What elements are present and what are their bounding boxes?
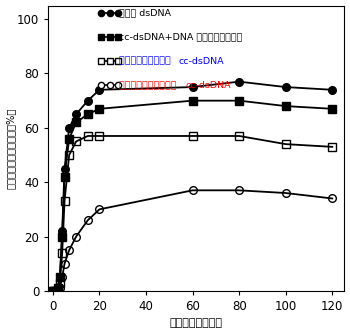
Text: cc-dsDNA+DNA トポイソメラーゼ: cc-dsDNA+DNA トポイソメラーゼ: [119, 32, 243, 41]
X-axis label: 反応時間　（分）: 反応時間 （分）: [170, 318, 223, 328]
Text: 右巻き超らせんをもつ: 右巻き超らせんをもつ: [119, 81, 180, 90]
Y-axis label: 相同対合産物の生成量（%）: 相同対合産物の生成量（%）: [6, 108, 15, 189]
Text: cc-dsDNA: cc-dsDNA: [179, 57, 224, 66]
Text: 超らせんを持たない: 超らせんを持たない: [119, 57, 174, 66]
Text: cc-dsDNA: cc-dsDNA: [185, 81, 231, 90]
Text: 直鎖状 dsDNA: 直鎖状 dsDNA: [119, 8, 171, 17]
